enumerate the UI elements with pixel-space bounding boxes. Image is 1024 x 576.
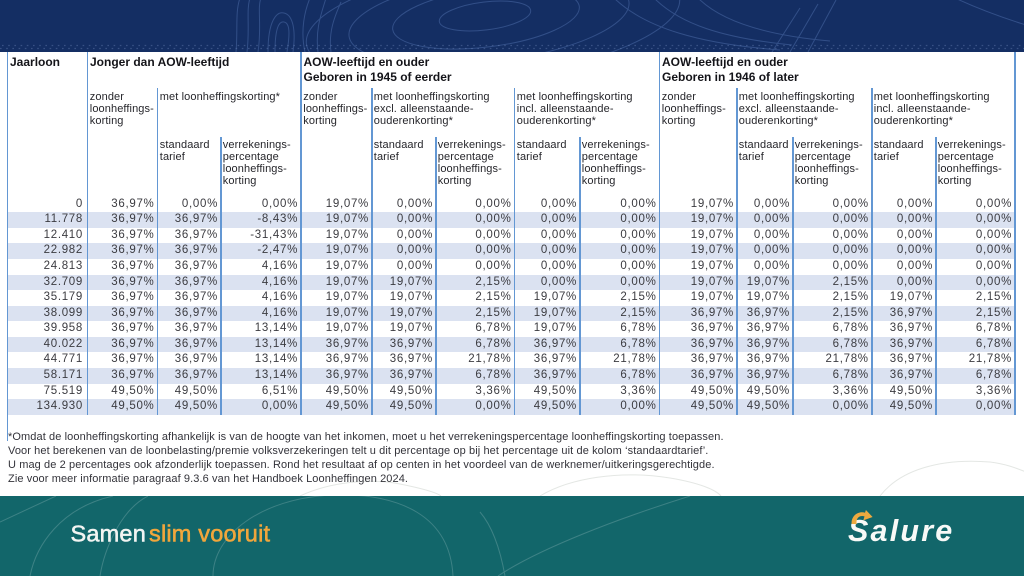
- svg-text:Samen: Samen: [71, 521, 146, 547]
- svg-text:slim vooruit: slim vooruit: [149, 521, 271, 547]
